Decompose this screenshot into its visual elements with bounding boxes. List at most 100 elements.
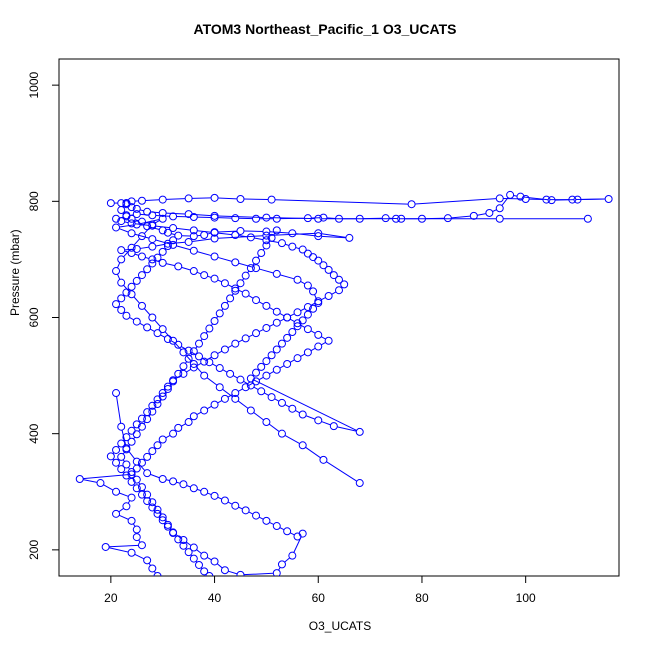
series-3-point — [195, 339, 203, 348]
y-tick-label: 1000 — [27, 71, 41, 98]
series-1-segment — [269, 232, 315, 236]
series-1-point — [132, 525, 141, 534]
series-3-segment — [217, 496, 222, 500]
series-4-point — [158, 214, 167, 223]
series-2-point — [184, 194, 193, 203]
series-1-point — [127, 470, 136, 479]
series-1-point — [184, 418, 193, 427]
series-2-segment — [477, 213, 487, 216]
series-2-segment — [451, 215, 471, 219]
series-4-segment — [129, 317, 134, 321]
series-2-segment — [217, 350, 223, 354]
series-1-point — [137, 458, 146, 467]
series-1-segment — [155, 243, 165, 247]
series-3-segment — [278, 567, 281, 571]
series-4-segment — [253, 412, 264, 421]
series-3-point — [252, 256, 261, 265]
series-2-point — [335, 275, 343, 284]
series-4-point — [127, 290, 136, 299]
series-2-segment — [248, 334, 254, 338]
series-4-segment — [259, 268, 274, 274]
series-1-segment — [181, 423, 186, 427]
series-4-point — [153, 253, 162, 262]
series-1-point — [288, 229, 297, 238]
series-1-point — [283, 359, 292, 368]
series-2-point — [179, 541, 188, 550]
series-1-point — [236, 226, 245, 235]
series-1-point — [127, 493, 136, 502]
series-4-segment — [149, 328, 155, 332]
series-2-point — [132, 484, 141, 493]
series-2-point — [220, 345, 229, 354]
series-4-point — [262, 418, 271, 427]
series-2-point — [236, 194, 245, 203]
series-3-segment — [175, 534, 181, 539]
series-2-point — [485, 208, 494, 217]
series-3-point — [257, 249, 266, 258]
series-3-point — [210, 557, 219, 566]
series-4-segment — [268, 423, 280, 432]
series-1-segment — [310, 347, 316, 352]
series-4-point — [314, 416, 323, 425]
series-4-point — [132, 220, 141, 229]
series-1-point — [132, 533, 141, 542]
series-1-segment — [300, 353, 306, 357]
series-2-point — [319, 261, 328, 270]
series-1-point — [153, 572, 162, 576]
series-4-segment — [305, 415, 316, 420]
series-2-point — [277, 239, 286, 248]
series-4-segment — [197, 251, 212, 257]
series-4-segment — [253, 379, 357, 431]
series-4-point — [272, 345, 281, 354]
series-2-point — [246, 233, 255, 242]
series-4-segment — [295, 409, 300, 414]
series-3-point — [179, 362, 188, 371]
series-3-point — [137, 422, 146, 431]
series-1-point — [153, 441, 162, 450]
series-1-segment — [207, 275, 212, 278]
series-1-segment — [310, 330, 316, 334]
series-1-point — [137, 252, 146, 261]
series-4-point — [252, 368, 261, 377]
series-2-point — [293, 308, 302, 317]
series-4-point — [205, 358, 214, 367]
series-3-point — [262, 516, 271, 525]
series-1-point — [148, 242, 157, 251]
series-4-point — [143, 323, 152, 332]
series-4-segment — [117, 274, 121, 280]
series-4-point — [122, 311, 131, 320]
series-3-point — [169, 528, 178, 537]
series-4-point — [257, 362, 266, 371]
series-4-segment — [321, 421, 331, 426]
series-2-point — [324, 265, 333, 274]
series-3-segment — [166, 479, 170, 482]
series-2-point — [148, 503, 157, 512]
series-3-segment — [128, 450, 136, 460]
series-1-point — [127, 548, 136, 557]
series-4-point — [355, 427, 364, 436]
series-4-segment — [222, 388, 233, 398]
series-1-segment — [134, 553, 145, 560]
series-1-point — [231, 284, 240, 293]
series-4-segment — [123, 250, 130, 258]
series-1-segment — [238, 388, 243, 392]
series-3-point — [163, 520, 172, 529]
series-1-point — [148, 447, 157, 456]
series-1-point — [101, 542, 110, 551]
series-4-point — [309, 287, 318, 296]
series-3-point — [148, 498, 157, 507]
series-3-segment — [121, 429, 127, 445]
series-4-segment — [154, 319, 161, 327]
y-axis: 200 400 600 800 1000 — [27, 71, 59, 560]
series-3-point — [200, 332, 209, 341]
series-4-point — [277, 339, 286, 348]
series-2-point — [127, 426, 136, 435]
series-4-segment — [253, 386, 259, 390]
series-1-segment — [217, 400, 223, 404]
series-3-point — [231, 501, 240, 510]
series-3-point — [179, 535, 188, 544]
series-2-segment — [513, 195, 518, 197]
series-3-point — [226, 294, 235, 303]
series-2-segment — [218, 197, 238, 200]
series-1-point — [303, 348, 312, 357]
